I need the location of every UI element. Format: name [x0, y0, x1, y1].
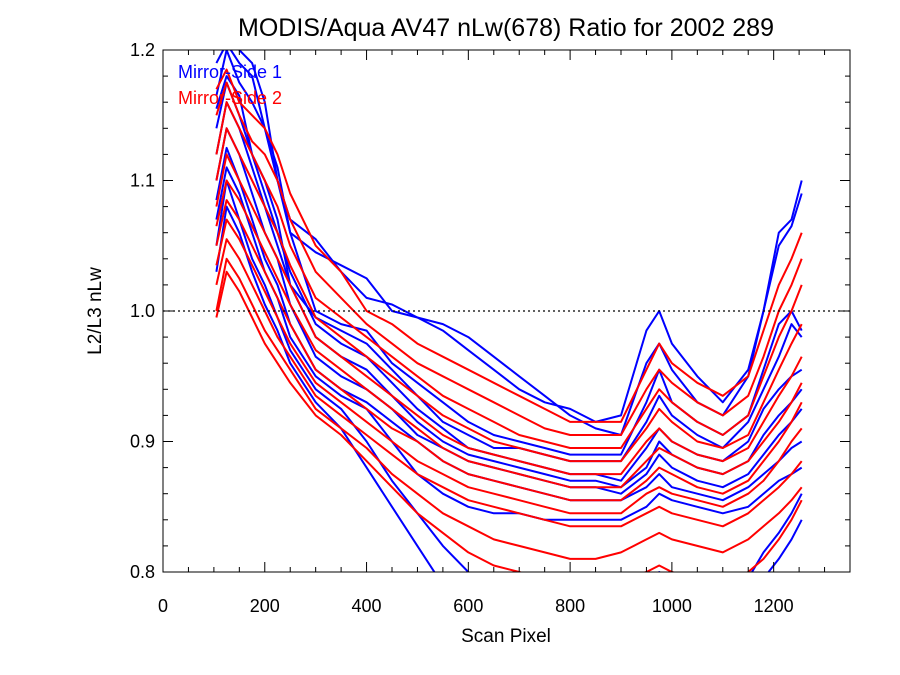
x-axis: 0 200 400 600 800 1000 1200	[158, 50, 851, 616]
series-line-15	[215, 127, 803, 463]
x-axis-label: Scan Pixel	[461, 626, 551, 647]
series-line-19	[215, 218, 803, 515]
y-tick-label: 1.2	[130, 40, 155, 60]
series-line-14	[215, 101, 803, 449]
x-tick-label: 1200	[754, 596, 794, 616]
series-line-4	[215, 75, 803, 463]
series-line-20	[215, 238, 803, 528]
series-line-17	[215, 179, 803, 489]
series-line-5	[215, 81, 803, 482]
x-tick-label: 200	[250, 596, 280, 616]
series-line-22	[215, 270, 803, 572]
x-tick-label: 0	[158, 596, 168, 616]
x-tick-label: 1000	[652, 596, 692, 616]
series-line-13	[215, 81, 803, 436]
series-line-12	[215, 68, 803, 423]
legend-entry-2: Mirror-Side 2	[178, 88, 282, 108]
x-tick-label: 800	[555, 596, 585, 616]
series-group	[215, 50, 803, 572]
legend-entry-1: Mirror-Side 1	[178, 62, 282, 82]
series-line-11	[215, 205, 803, 572]
legend: Mirror-Side 1 Mirror-Side 2	[178, 62, 282, 108]
y-tick-label: 1.0	[130, 301, 155, 321]
chart-title: MODIS/Aqua AV47 nLw(678) Ratio for 2002 …	[238, 14, 774, 42]
series-line-16	[215, 153, 803, 476]
y-tick-label: 0.8	[130, 562, 155, 582]
series-line-1	[216, 50, 803, 423]
series-line-2	[215, 50, 803, 436]
y-tick-label: 0.9	[130, 432, 155, 452]
x-tick-label: 600	[453, 596, 483, 616]
x-tick-label: 400	[352, 596, 382, 616]
y-axis-label: L2/L3 nLw	[85, 267, 106, 355]
y-tick-label: 1.1	[130, 171, 155, 191]
y-axis: 0.8 0.9 1.0 1.1 1.2	[130, 40, 850, 582]
series-line-18	[215, 199, 803, 502]
series-line-21	[215, 257, 803, 560]
